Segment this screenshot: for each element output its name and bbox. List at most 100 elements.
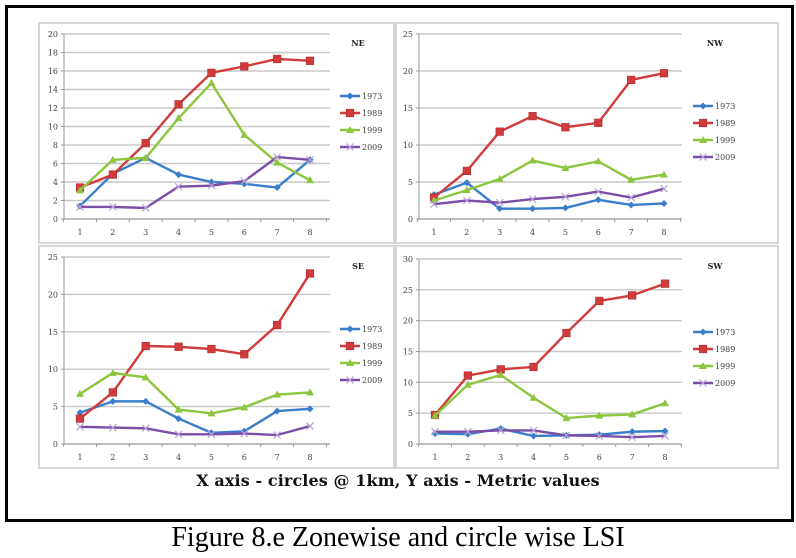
x-tick-label: 6 [242, 453, 247, 462]
x-tick-label: 1 [432, 453, 437, 462]
data-point-1999 [661, 399, 669, 407]
y-tick-label: 18 [48, 49, 58, 58]
x-marker-stroke [628, 433, 637, 442]
y-tick-label: 8 [53, 141, 58, 150]
x-marker-stroke [661, 432, 669, 440]
y-tick-label: 14 [48, 86, 58, 95]
series-line-1999 [79, 371, 311, 415]
legend-item-1999: 1999 [693, 136, 735, 145]
legend-item-1999: 1999 [340, 126, 382, 135]
data-point-2009 [174, 182, 183, 191]
data-point-1973 [142, 397, 150, 405]
data-point-1999 [141, 153, 150, 161]
y-tick-label: 2 [53, 197, 58, 206]
y-tick-label: 10 [403, 378, 413, 387]
data-point-1999 [141, 373, 150, 381]
data-point-1999 [306, 388, 314, 396]
y-tick-label: 25 [48, 253, 58, 262]
data-point-1989 [528, 112, 537, 121]
legend-label: 1973 [362, 92, 382, 101]
y-tick-label: 0 [408, 440, 413, 449]
data-point-2009 [306, 155, 314, 164]
data-point-1973 [175, 171, 183, 179]
y-tick-label: 0 [53, 440, 58, 449]
data-point-1989 [207, 68, 216, 77]
series-line-1989 [79, 272, 312, 420]
y-tick-label: 15 [403, 348, 413, 357]
data-point-1999 [207, 409, 216, 417]
data-point-1999 [496, 370, 505, 378]
series-line-1989 [79, 57, 311, 189]
data-point-1999 [561, 163, 570, 171]
series-line-1973 [79, 156, 311, 207]
x-tick-label: 4 [176, 228, 181, 237]
data-point-1999 [627, 175, 636, 183]
data-point-1999 [628, 410, 637, 418]
x-tick-label: 3 [143, 228, 148, 237]
y-tick-label: 10 [48, 123, 58, 132]
x-marker-stroke [141, 203, 150, 212]
x-tick-label: 5 [209, 228, 214, 237]
chart-title: NE [351, 38, 364, 48]
chart-title: SW [708, 261, 724, 271]
data-point-1999 [431, 411, 439, 419]
data-point-1989 [108, 170, 117, 179]
data-point-2009 [207, 430, 216, 439]
chart-panel-sw: 0 5 10 15 20 25 30 1 2 3 4 5 6 7 8 SW 1973 1989 1999 2009 [395, 245, 779, 469]
x-marker-stroke [660, 184, 668, 193]
x-marker-stroke [108, 203, 117, 211]
x-marker-stroke [240, 177, 249, 185]
x-marker-stroke [495, 198, 504, 207]
x-tick-label: 8 [307, 228, 312, 237]
legend-label: 1999 [362, 126, 382, 135]
x-marker-stroke [627, 193, 636, 202]
legend-marker [699, 362, 707, 369]
series-line-1999 [79, 81, 311, 192]
legend-label: 1973 [715, 328, 735, 337]
x-marker-stroke [174, 430, 183, 439]
x-tick-label: 8 [307, 453, 312, 462]
x-marker-stroke [430, 200, 438, 209]
data-point-2009 [108, 423, 117, 432]
x-marker-stroke [594, 187, 603, 196]
data-point-1973 [529, 205, 537, 213]
data-point-2009 [595, 432, 604, 440]
data-point-1989 [463, 371, 472, 380]
legend-label: 1973 [362, 325, 382, 334]
legend-marker [699, 136, 707, 143]
data-point-1999 [529, 393, 538, 401]
x-marker-stroke [76, 203, 84, 211]
data-point-1973 [628, 428, 636, 436]
legend-label: 1999 [362, 359, 382, 368]
x-tick-label: 2 [110, 453, 115, 462]
data-point-2009 [108, 203, 117, 211]
data-point-2009 [141, 203, 150, 212]
legend-marker [346, 143, 354, 151]
x-tick-label: 2 [465, 453, 470, 462]
y-tick-label: 30 [403, 255, 413, 264]
data-point-1989 [495, 127, 504, 136]
data-point-1973 [175, 415, 183, 423]
x-tick-label: 6 [242, 228, 247, 237]
chart-panel-nw: 0 5 10 15 20 25 1 2 3 4 5 6 7 8 NW 1973 1989 1999 2009 [395, 22, 779, 244]
series-line-1999 [434, 373, 666, 420]
data-point-1973 [273, 407, 281, 415]
x-tick-label: 7 [630, 453, 635, 462]
x-marker-stroke [273, 153, 282, 161]
legend-label: 1999 [715, 362, 735, 371]
legend-label: 1999 [715, 136, 735, 145]
legend-label: 1973 [715, 102, 735, 111]
x-marker-stroke [207, 430, 216, 439]
legend-label: 1989 [362, 109, 382, 118]
data-point-1989 [108, 388, 117, 397]
x-marker-stroke [529, 426, 538, 435]
data-point-1973 [627, 201, 635, 209]
y-tick-label: 15 [403, 104, 413, 113]
y-tick-label: 20 [403, 317, 413, 326]
x-marker-stroke [76, 422, 84, 431]
data-point-1989 [660, 279, 670, 288]
data-point-1999 [174, 114, 183, 122]
data-point-1999 [463, 380, 472, 388]
legend-label: 2009 [715, 153, 735, 162]
legend-marker [699, 102, 707, 110]
